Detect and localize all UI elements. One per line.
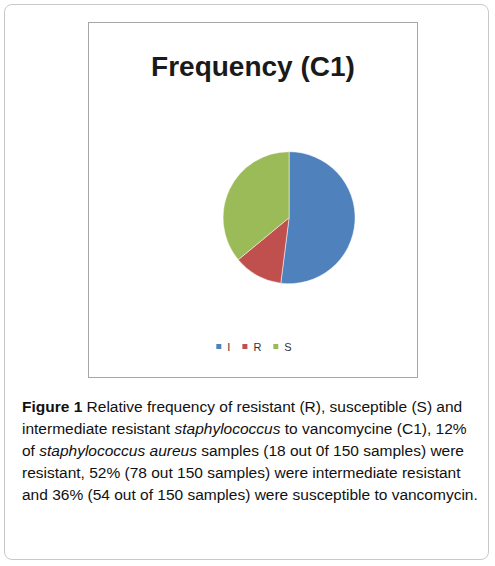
html-text:Figure 1 Relative frequency of: Figure 1 Relative frequency of resistant… [22, 398, 478, 503]
svg-text:S: S [284, 341, 291, 353]
svg-text:Frequency (C1): Frequency (C1) [151, 51, 355, 82]
svg-text:R: R [253, 341, 261, 353]
svg-text:I: I [227, 341, 230, 353]
